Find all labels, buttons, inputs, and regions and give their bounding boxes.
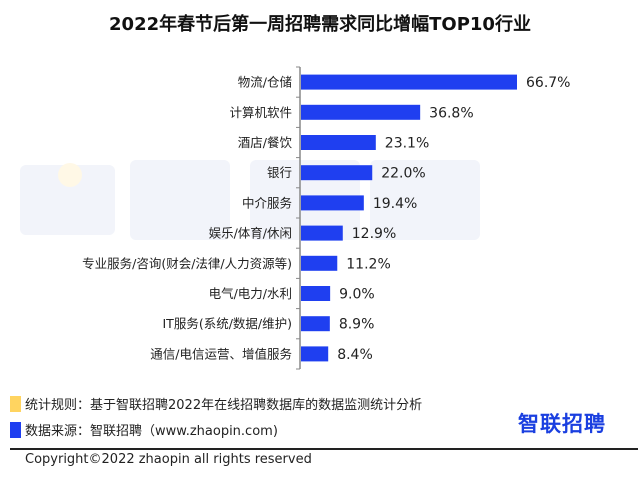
category-label: IT服务(系统/数据/维护) — [163, 316, 293, 331]
bar — [301, 346, 329, 362]
bar — [301, 316, 330, 332]
legend-swatch-blue — [10, 421, 21, 438]
bar — [301, 165, 373, 181]
legend-rule: 统计规则：基于智联招聘2022年在线招聘数据库的数据监测统计分析 — [10, 394, 422, 413]
value-label: 11.2% — [346, 256, 390, 272]
category-label: 银行 — [267, 165, 292, 180]
value-label: 19.4% — [373, 196, 417, 212]
value-label: 8.9% — [339, 317, 375, 333]
category-label: 中介服务 — [242, 195, 292, 210]
bar — [301, 286, 331, 301]
watermark-dot — [58, 163, 82, 187]
bar — [301, 225, 343, 241]
category-label: 电气/电力/水利 — [209, 286, 292, 301]
bar — [301, 135, 376, 150]
watermark-glyph-block — [130, 160, 230, 240]
value-label: 22.0% — [381, 166, 425, 182]
watermark-glyph-block — [20, 165, 115, 235]
legend-source: 数据来源：智联招聘（www.zhaopin.com) — [10, 420, 278, 439]
bar — [301, 74, 517, 90]
copyright: Copyright©2022 zhaopin all rights reserv… — [25, 452, 312, 467]
category-label: 专业服务/咨询(财会/法律/人力资源等) — [82, 256, 292, 271]
value-label: 36.8% — [429, 105, 473, 121]
bar-chart: 物流/仓储 66.7% 计算机软件 36.8% 酒店/餐饮 23.1% 银行 22.0% 中介服… — [82, 66, 570, 370]
category-label: 物流/仓储 — [238, 75, 292, 90]
bar — [301, 104, 421, 120]
value-label: 66.7% — [526, 75, 570, 91]
watermark-glyph-block — [370, 160, 480, 240]
source-note: 数据来源：智联招聘（www.zhaopin.com) — [25, 424, 278, 439]
zhaopin-logo: 智联招聘 — [518, 412, 606, 436]
bar — [301, 195, 364, 211]
rule-note: 统计规则：基于智联招聘2022年在线招聘数据库的数据监测统计分析 — [25, 398, 423, 413]
value-label: 23.1% — [385, 136, 429, 152]
category-label: 计算机软件 — [229, 105, 292, 120]
category-label: 通信/电信运营、增值服务 — [150, 346, 292, 361]
value-label: 9.0% — [339, 287, 375, 303]
category-label: 娱乐/体育/休闲 — [209, 226, 292, 241]
value-label: 12.9% — [352, 226, 396, 242]
legend-swatch-yellow — [10, 395, 21, 412]
category-label: 酒店/餐饮 — [238, 135, 293, 150]
bar — [301, 255, 338, 271]
chart-title: 2022年春节后第一周招聘需求同比增幅TOP10行业 — [109, 14, 531, 35]
divider — [10, 448, 638, 450]
value-label: 8.4% — [337, 347, 373, 363]
